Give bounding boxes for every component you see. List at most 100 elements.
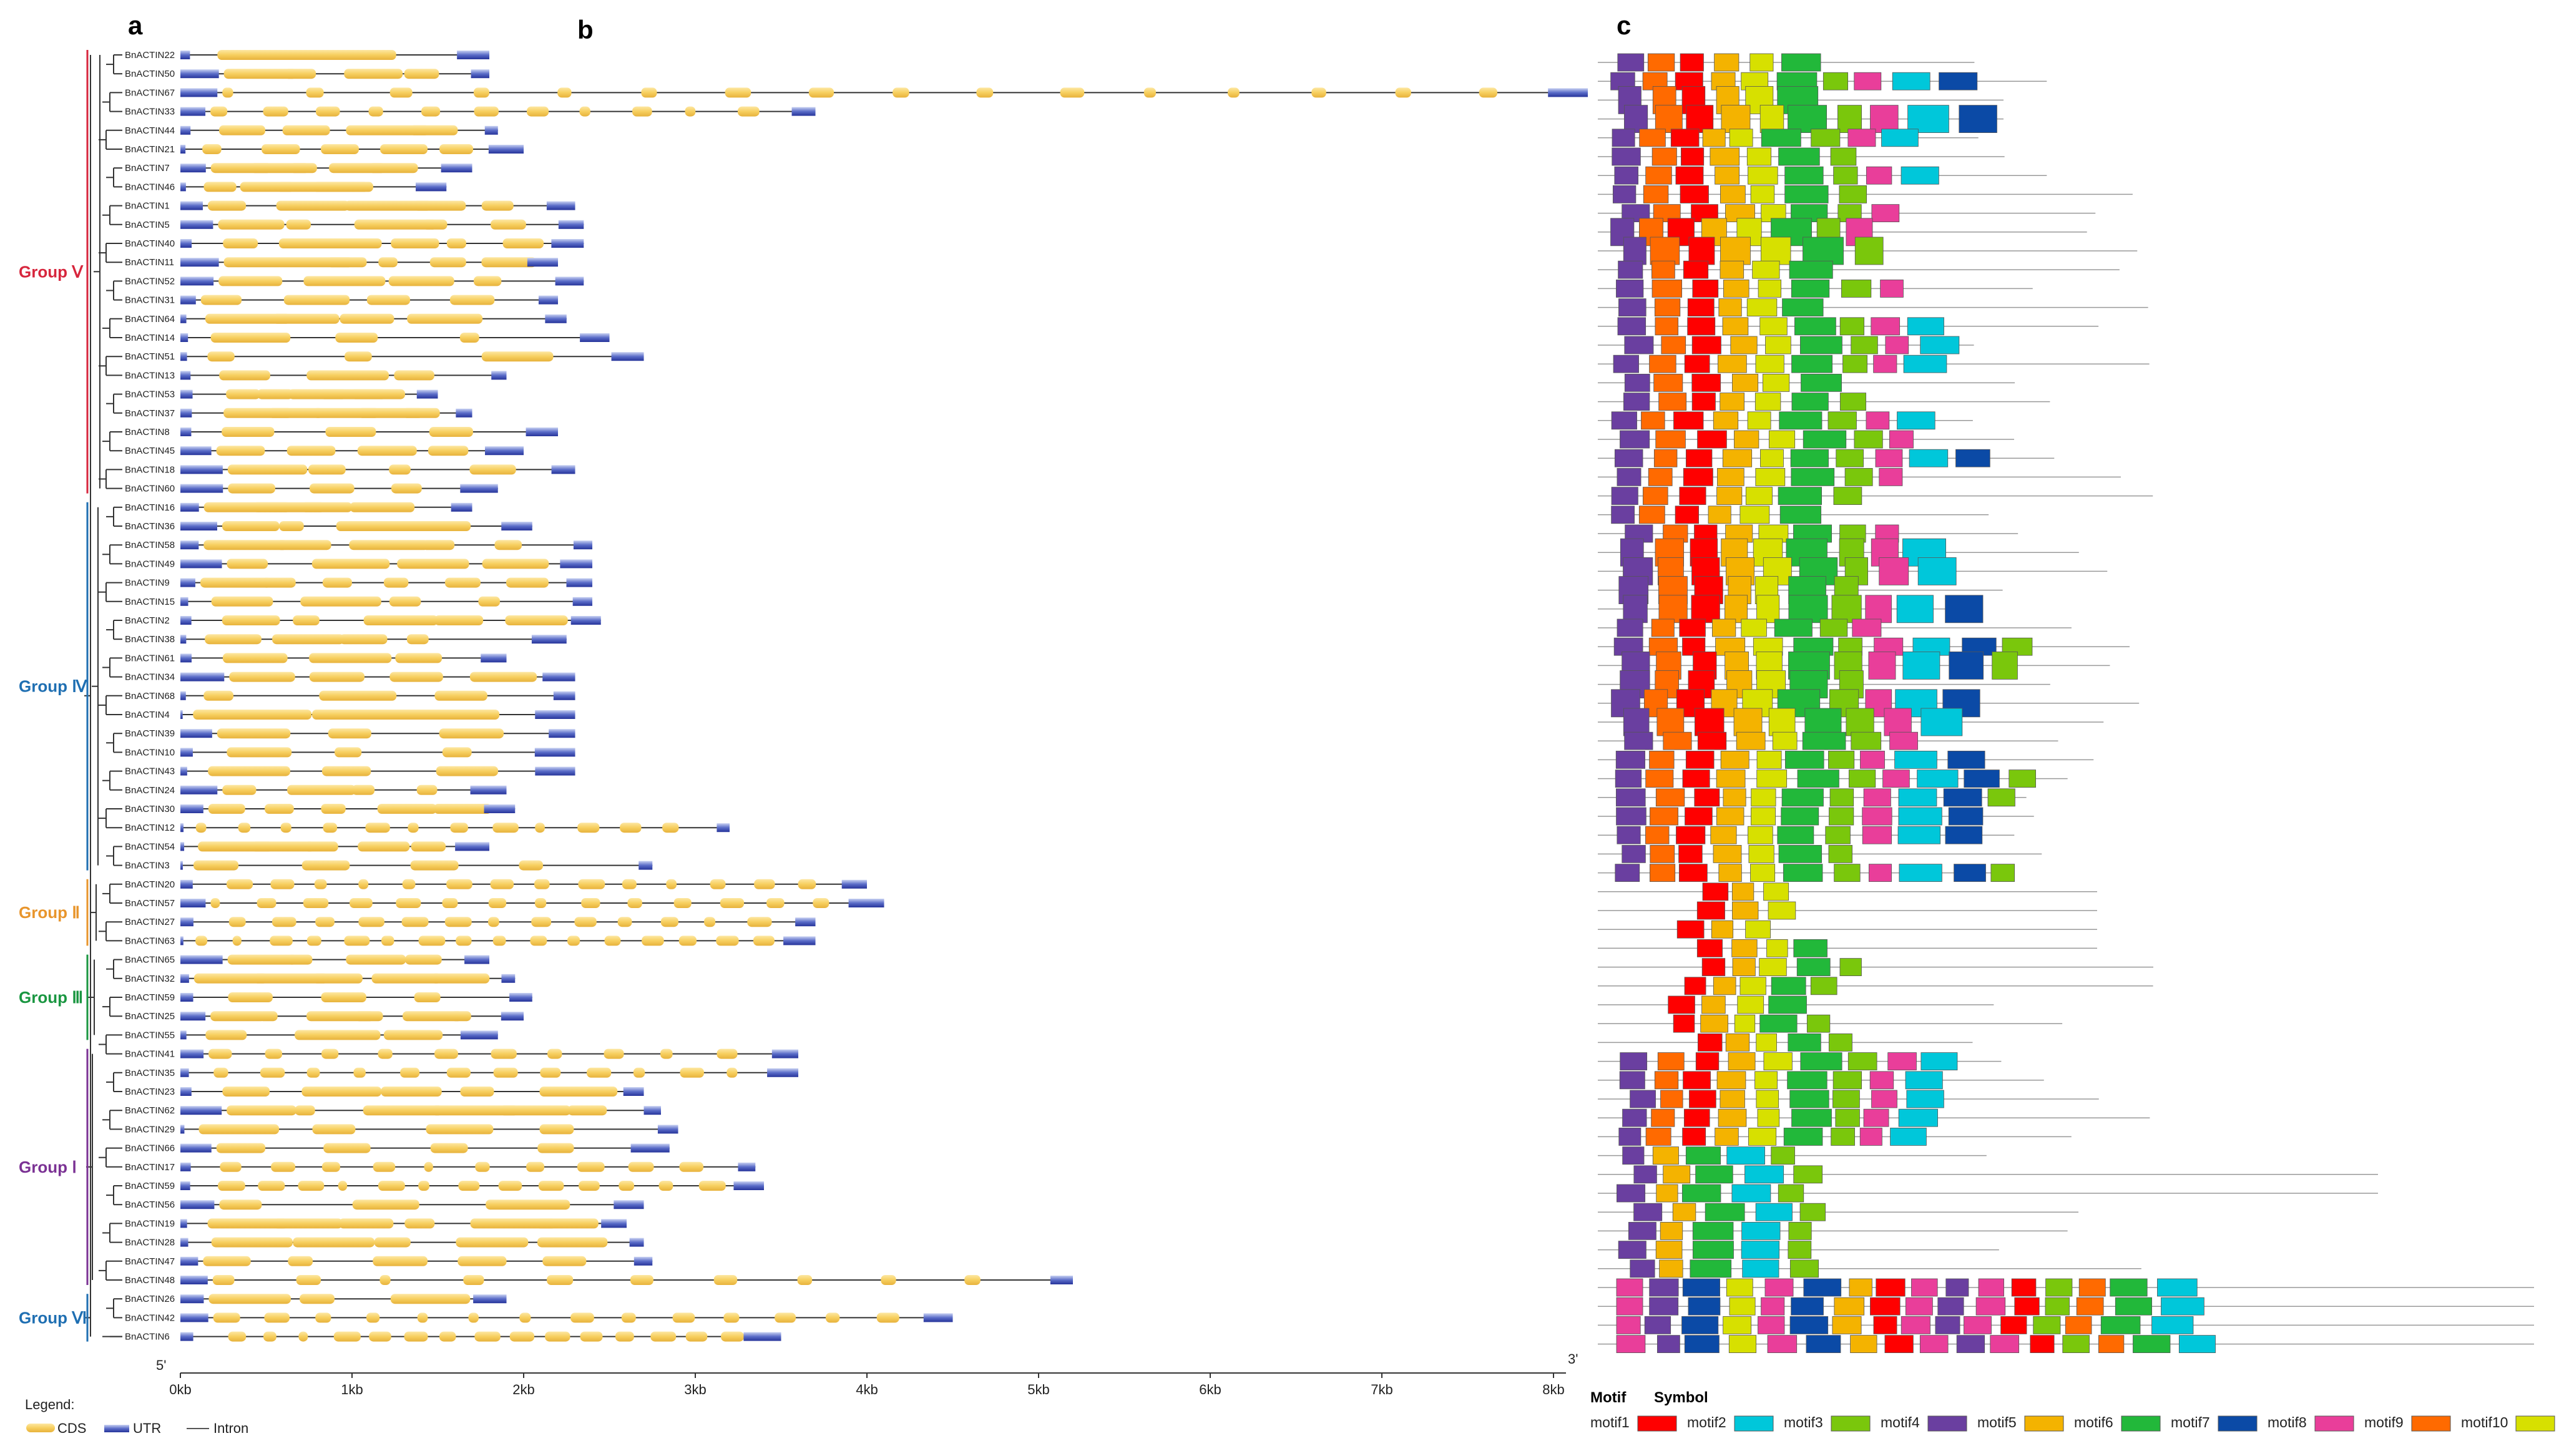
cds-exon [473, 87, 489, 98]
utr-block [180, 333, 188, 342]
motif-box [1730, 336, 1758, 354]
cds-exon [446, 1067, 471, 1078]
cds-exon [222, 427, 275, 437]
motif-box [1680, 53, 1704, 72]
cds-exon [538, 1181, 564, 1191]
motif-box [1615, 864, 1640, 882]
motif-row [1598, 845, 2042, 863]
cds-exon [491, 219, 526, 230]
motif-box [1718, 864, 1742, 882]
utr-block [180, 1238, 188, 1247]
gene-label: BnACTIN51 [125, 351, 175, 362]
motif-box [1614, 449, 1643, 467]
cds-exon [519, 860, 543, 871]
cds-exon [271, 1161, 296, 1172]
motif-box [1829, 788, 1854, 807]
motif-box [1975, 1297, 2006, 1316]
motif-row [1598, 731, 2058, 750]
gene-label: BnACTIN9 [125, 578, 170, 589]
motif-box [1651, 279, 1683, 298]
motif-box [1721, 105, 1751, 134]
motif-box [1639, 129, 1666, 147]
motif-box [1788, 1222, 1812, 1240]
cds-exon [557, 87, 572, 98]
motif-legend-name: motif6 [2074, 1414, 2113, 1430]
cds-exon [211, 1237, 293, 1248]
cds-exon [358, 841, 410, 852]
utr-block [180, 389, 193, 399]
motif-box [1737, 995, 1764, 1014]
motif-box [1868, 864, 1892, 882]
utr-block [795, 917, 816, 927]
gene-structure-row [180, 596, 592, 607]
utr-block [180, 51, 190, 59]
motif-row [1598, 1316, 2534, 1334]
gene-label: BnACTIN68 [125, 691, 175, 701]
motif-box [1919, 1335, 1949, 1354]
cds-exon [666, 879, 677, 889]
cds-exon [354, 219, 438, 230]
motif-box [1691, 393, 1716, 411]
cds-exon [527, 106, 549, 117]
utr-block [180, 691, 186, 700]
cds-exon [1060, 87, 1085, 98]
motif-box [1615, 751, 1645, 769]
motif-legend-header-motif: Motif [1590, 1389, 1627, 1406]
motif-box [1679, 487, 1706, 505]
cds-exon [268, 408, 323, 418]
motif-box [1832, 1071, 1862, 1090]
utr-block [471, 69, 489, 79]
utr-block [535, 710, 575, 719]
motif-box [1687, 317, 1716, 336]
motif-box [2157, 1278, 2198, 1297]
motif-row [1598, 279, 2033, 298]
motif-box [1691, 595, 1720, 623]
axis-tick-label: 3kb [684, 1382, 706, 1397]
motif-box [1645, 1128, 1671, 1146]
motif-box [1881, 129, 1919, 147]
motif-box [1783, 864, 1823, 882]
motif-box [1990, 1335, 2020, 1354]
motif-box [1761, 129, 1801, 147]
motif-box [1650, 845, 1675, 863]
motif-box [1697, 731, 1727, 750]
motif-box [1656, 1335, 1680, 1354]
motif-legend-swatch [1637, 1415, 1677, 1432]
cds-exon [293, 1237, 375, 1248]
motif-box [1851, 731, 1882, 750]
utr-block [1050, 1276, 1073, 1284]
motif-box [1748, 1128, 1777, 1146]
cds-exon [303, 898, 329, 908]
gene-structure-row [180, 257, 558, 268]
motif-box [2045, 1278, 2073, 1297]
motif-box [2000, 1316, 2027, 1334]
utr-block [553, 691, 575, 700]
utr-block [639, 861, 653, 870]
utr-block [180, 766, 187, 776]
gene-label: BnACTIN2 [125, 615, 170, 626]
gene-structure-row [180, 1087, 644, 1097]
cds-exon [207, 200, 247, 211]
motif-box [1839, 185, 1867, 203]
motif-box [1754, 1071, 1778, 1090]
gene-label: BnACTIN8 [125, 427, 170, 437]
cds-exon [203, 1256, 251, 1266]
cds-exon [493, 1067, 518, 1078]
gene-label: BnACTIN56 [125, 1199, 175, 1210]
gene-structure-row [180, 1030, 498, 1040]
cds-exon [542, 1256, 587, 1266]
motif-row [1598, 977, 2153, 995]
gene-label: BnACTIN12 [125, 823, 175, 833]
motif-legend-name: motif2 [1687, 1414, 1726, 1430]
motif-box [1873, 354, 1897, 373]
motif-box [1763, 1052, 1793, 1070]
cds-exon [519, 1312, 531, 1323]
motif-box [1846, 708, 1874, 736]
gene-label: BnACTIN36 [125, 521, 175, 532]
utr-block [180, 842, 185, 851]
utr-block [180, 465, 223, 474]
motif-box [1651, 1108, 1675, 1127]
gene-structure-row [180, 276, 584, 286]
motif-box [1612, 129, 1635, 147]
axis-tick-label: 8kb [1542, 1382, 1564, 1397]
